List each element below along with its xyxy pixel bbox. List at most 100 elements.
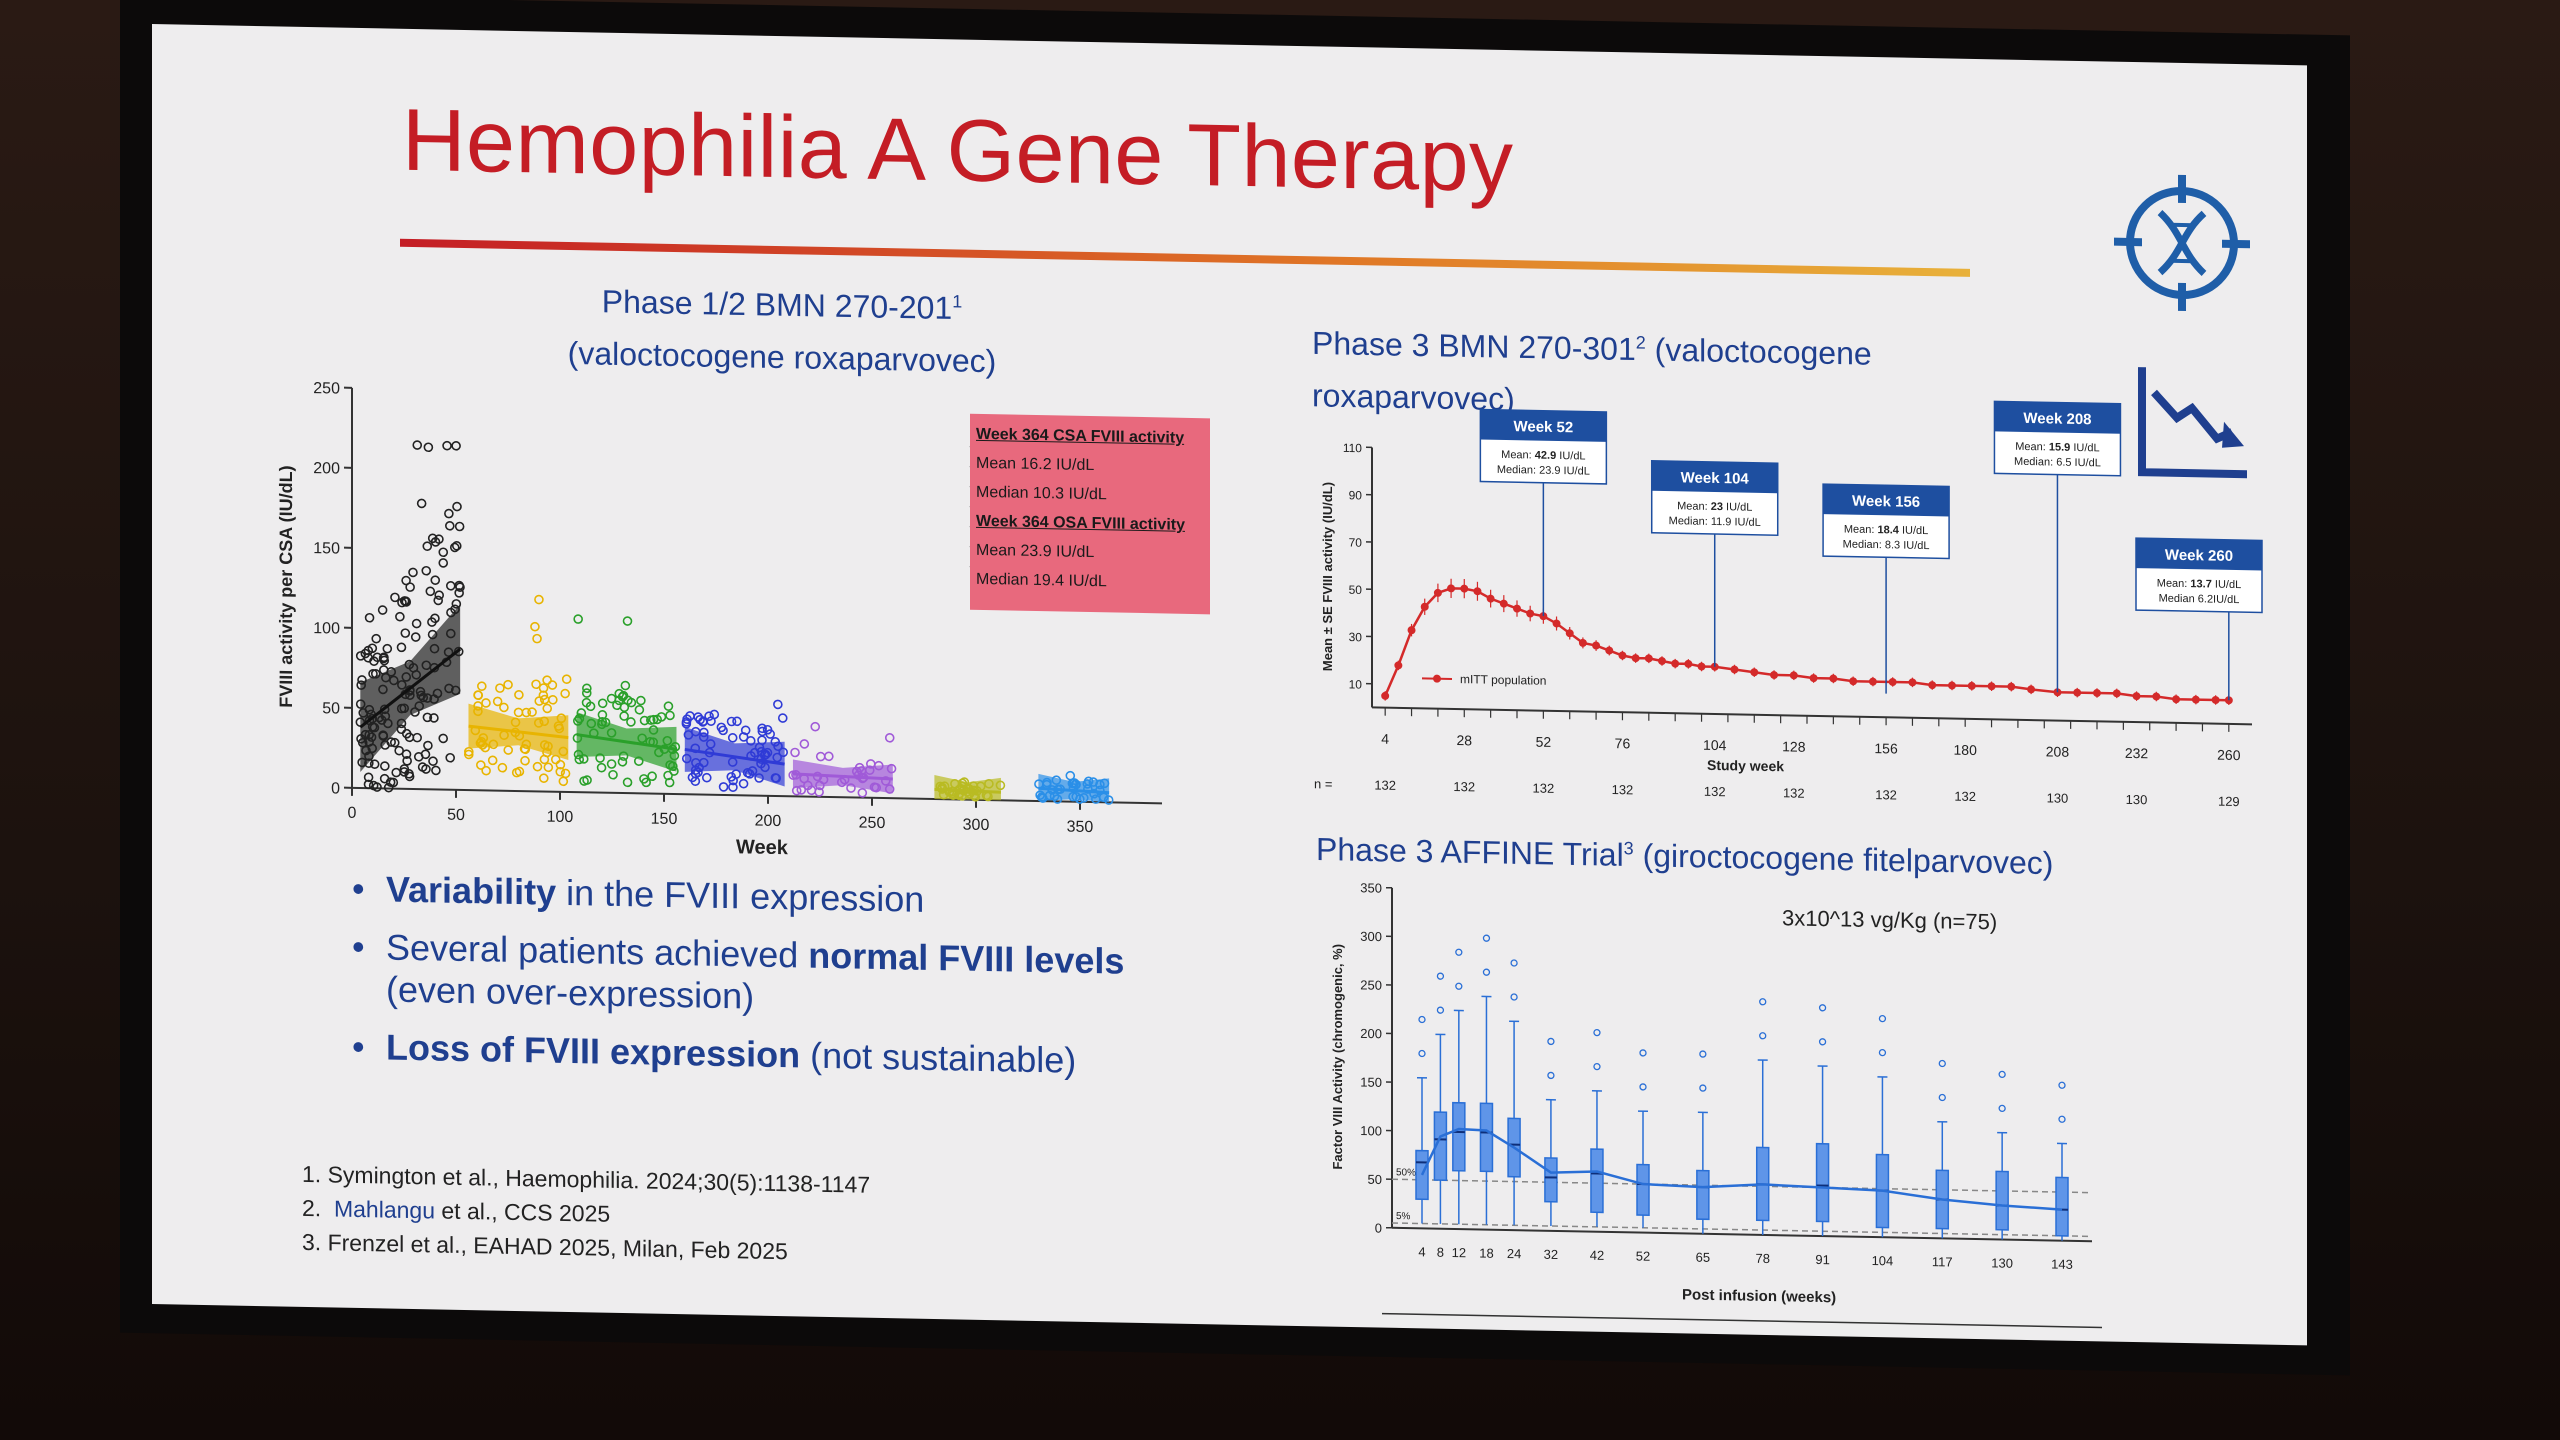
data-point (497, 762, 508, 773)
right-bottom-title-tail: (giroctocogene fitelparvovec) (1633, 837, 2054, 882)
data-point (390, 592, 400, 603)
data-point (404, 769, 414, 779)
data-point (558, 776, 569, 787)
data-point (423, 442, 434, 453)
data-point (380, 761, 390, 771)
data-point (369, 759, 380, 769)
osa-mean: Mean 23.9 IU/dL (976, 541, 1095, 562)
data-point (495, 683, 505, 693)
data-point (716, 722, 727, 733)
data-point (434, 590, 445, 600)
n-separator (1382, 1312, 2102, 1329)
data-point (429, 713, 439, 723)
data-point (1658, 656, 1666, 665)
data-point (371, 633, 382, 644)
data-point (1035, 790, 1045, 800)
x-tick-label: 42 (1590, 1248, 1604, 1263)
data-point (637, 733, 647, 744)
data-point (357, 675, 367, 685)
box (1590, 1148, 1604, 1214)
data-point (1750, 668, 1759, 677)
x-tick-label: 208 (2046, 743, 2070, 759)
data-point (423, 740, 433, 751)
data-point (367, 743, 378, 754)
data-point (388, 777, 399, 788)
data-point (527, 707, 537, 717)
data-point (670, 742, 681, 752)
data-point (606, 693, 617, 704)
data-point (1071, 791, 1082, 802)
data-point (364, 758, 374, 769)
data-point (1095, 779, 1105, 790)
data-point (796, 785, 807, 795)
data-point (380, 740, 390, 750)
data-point (473, 701, 483, 711)
data-point (738, 732, 749, 742)
data-point (620, 680, 631, 691)
callout-mean: Mean: 13.7 IU/dL (2157, 577, 2241, 591)
data-point (421, 660, 432, 671)
data-point (691, 757, 701, 768)
outlier-point (1455, 948, 1463, 956)
trend-line (576, 733, 677, 751)
callout-median: Median: 11.9 IU/dL (1669, 515, 1761, 529)
box (1995, 1170, 2009, 1231)
data-point (368, 668, 378, 679)
data-point (1592, 641, 1601, 650)
data-point (639, 715, 650, 726)
x-tick-label: 156 (1874, 740, 1898, 756)
y-tick-label: 50 (322, 700, 340, 717)
data-point (1618, 651, 1627, 660)
outlier-point (1639, 1049, 1647, 1057)
callout-median: Median: 23.9 IU/dL (1497, 464, 1590, 478)
data-point (367, 643, 378, 654)
data-point (791, 785, 802, 796)
box (1815, 1142, 1830, 1223)
y-tick-label: 150 (1360, 1074, 1382, 1089)
data-point (364, 751, 374, 761)
key-points-list: • Variability in the FVIII expression • … (352, 868, 1124, 1099)
data-point (445, 581, 456, 591)
data-point (585, 701, 596, 712)
box (1636, 1163, 1650, 1217)
data-point (438, 547, 449, 558)
data-point (1486, 594, 1495, 603)
bullet2-line2: (even over-expression) (386, 968, 755, 1017)
data-point (488, 739, 499, 750)
data-point (413, 752, 424, 762)
right-bottom-superscript: 3 (1623, 838, 1634, 859)
data-point (1809, 674, 1818, 683)
data-point (656, 712, 667, 722)
data-point (399, 767, 410, 777)
data-point (619, 702, 630, 713)
outlier-point (1593, 1028, 1601, 1037)
left-header-superscript: 1 (952, 291, 963, 312)
callout-title: Week 156 (1852, 493, 1920, 511)
week364-summary-box: Week 364 CSA FVIII activity Mean 16.2 IU… (970, 413, 1210, 615)
data-point (1644, 654, 1653, 663)
data-point (727, 757, 738, 767)
x-tick-label: 150 (651, 811, 678, 829)
data-point (1433, 588, 1442, 597)
x-tick-label: 24 (1507, 1246, 1521, 1261)
outlier-point (1418, 1015, 1426, 1024)
y-tick-label: 250 (313, 380, 340, 398)
x-tick-label: 78 (1755, 1251, 1769, 1266)
dna-target-icon (2114, 174, 2250, 312)
data-point (705, 739, 716, 749)
data-point (402, 756, 412, 766)
data-point (773, 741, 783, 752)
data-point (647, 771, 657, 782)
data-point (2132, 692, 2141, 701)
data-point (586, 718, 597, 729)
x-tick-label: 28 (1456, 732, 1472, 748)
outlier-point (1547, 1037, 1555, 1046)
data-point (606, 759, 617, 769)
data-point (1948, 681, 1956, 690)
data-point (473, 690, 484, 701)
data-point (364, 704, 375, 715)
box (2055, 1176, 2069, 1237)
data-point (1565, 629, 1574, 638)
series-line (1384, 587, 2229, 702)
n-value: 132 (1783, 785, 1805, 800)
